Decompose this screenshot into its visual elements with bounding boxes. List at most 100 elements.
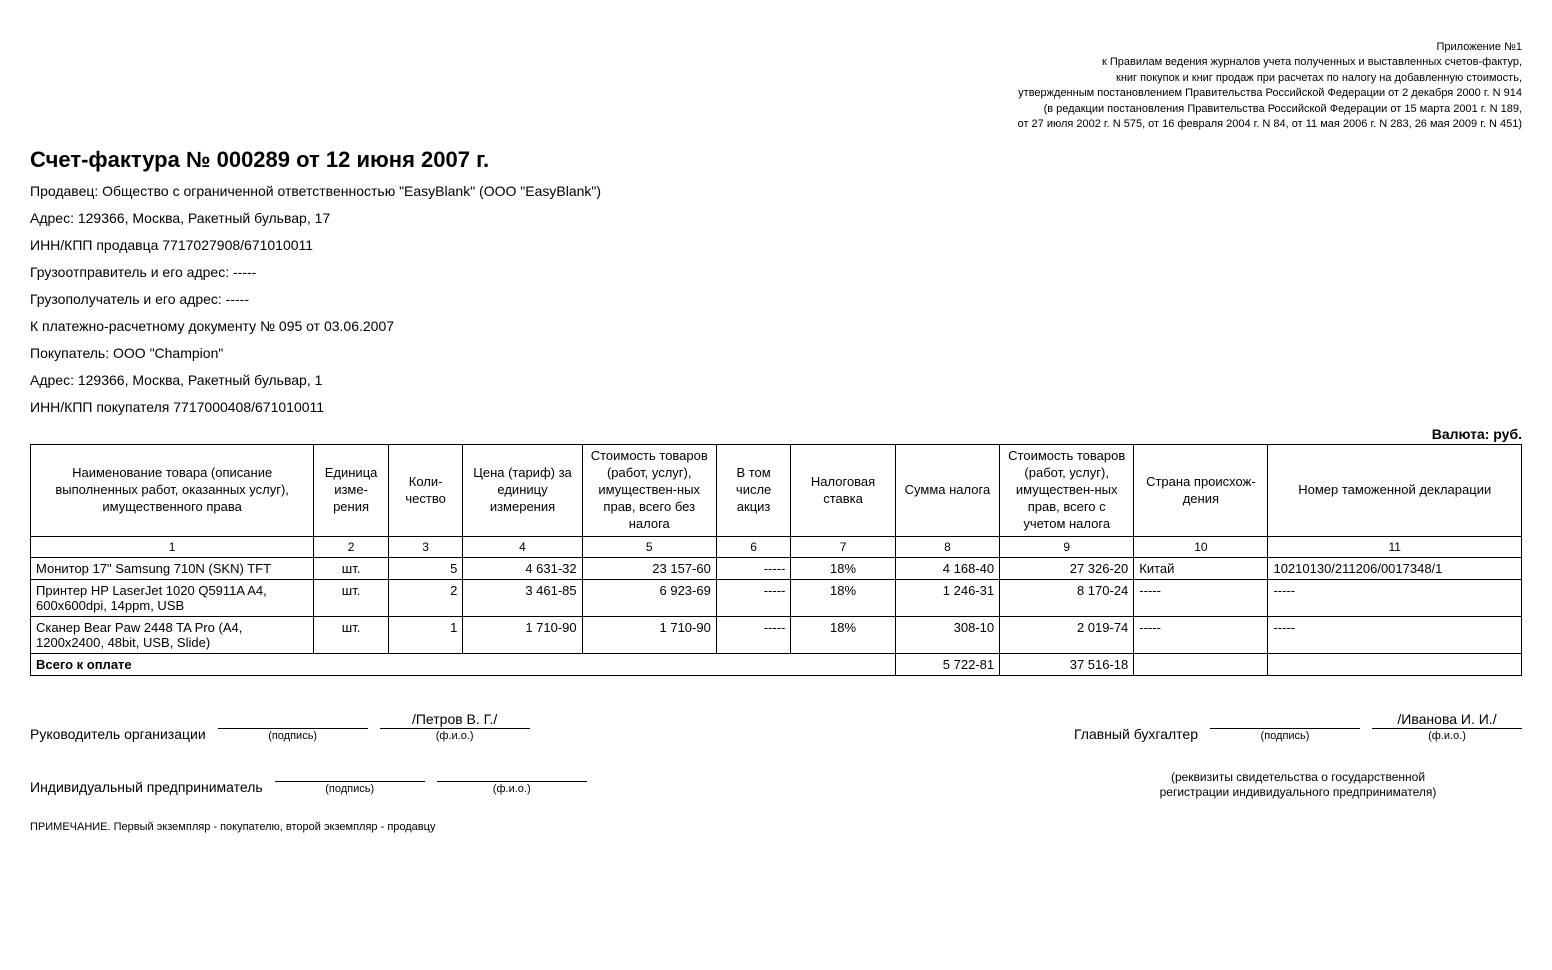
consignor: Грузоотправитель и его адрес: ----- — [30, 262, 1522, 283]
buyer-address: Адрес: 129366, Москва, Ракетный бульвар,… — [30, 370, 1522, 391]
colnum-cell: 8 — [895, 536, 999, 557]
ip-note-line: (реквизиты свидетельства о государственн… — [1074, 770, 1522, 786]
col-header: Стоимость товаров (работ, услуг), имущес… — [582, 445, 716, 536]
table-cell: ----- — [716, 616, 791, 653]
signature-line — [218, 711, 368, 729]
buyer-inn: ИНН/КПП покупателя 7717000408/671010011 — [30, 397, 1522, 418]
signature-sublabel: (ф.и.о.) — [493, 783, 531, 795]
appendix-line: (в редакции постановления Правительства … — [30, 102, 1522, 117]
col-header: Сумма налога — [895, 445, 999, 536]
currency-label: Валюта: руб. — [30, 426, 1522, 442]
table-cell: ----- — [716, 579, 791, 616]
signatures-block: Руководитель организации (подпись) /Петр… — [30, 711, 1522, 801]
appendix-line: утвержденным постановлением Правительств… — [30, 86, 1522, 101]
table-cell: Принтер HP LaserJet 1020 Q5911A A4, 600x… — [31, 579, 314, 616]
appendix-line: от 27 июля 2002 г. N 575, от 16 февраля … — [30, 117, 1522, 132]
document-title: Счет-фактура № 000289 от 12 июня 2007 г. — [30, 147, 1522, 173]
colnum-cell: 5 — [582, 536, 716, 557]
table-cell: 1 — [388, 616, 463, 653]
signature-sublabel: (подпись) — [325, 783, 374, 795]
ip-note-line: регистрации индивидуального предпринимат… — [1074, 785, 1522, 801]
signature-sublabel: (ф.и.о.) — [436, 730, 474, 742]
col-header: Налоговая ставка — [791, 445, 895, 536]
col-header: Стоимость товаров (работ, услуг), имущес… — [1000, 445, 1134, 536]
appendix-block: Приложение №1 к Правилам ведения журнало… — [30, 40, 1522, 132]
table-cell: 2 — [388, 579, 463, 616]
colnum-cell: 3 — [388, 536, 463, 557]
director-label: Руководитель организации — [30, 726, 206, 742]
table-cell: 5 — [388, 557, 463, 579]
accountant-signature: Главный бухгалтер (подпись) /Иванова И. … — [1074, 711, 1522, 742]
ip-signature: Индивидуальный предприниматель (подпись)… — [30, 764, 587, 795]
colnum-cell: 2 — [314, 536, 389, 557]
table-cell: шт. — [314, 616, 389, 653]
table-cell: 3 461-85 — [463, 579, 582, 616]
table-cell: 1 246-31 — [895, 579, 999, 616]
colnum-cell: 9 — [1000, 536, 1134, 557]
table-cell: 6 923-69 — [582, 579, 716, 616]
col-header: Единица изме-рения — [314, 445, 389, 536]
invoice-table: Наименование товара (описание выполненны… — [30, 444, 1522, 675]
table-cell: 18% — [791, 557, 895, 579]
table-cell: 23 157-60 — [582, 557, 716, 579]
accountant-name: /Иванова И. И./ — [1372, 711, 1522, 729]
table-cell: ----- — [1134, 616, 1268, 653]
colnum-cell: 6 — [716, 536, 791, 557]
table-cell: Китай — [1134, 557, 1268, 579]
table-cell: 18% — [791, 616, 895, 653]
accountant-label: Главный бухгалтер — [1074, 726, 1198, 742]
table-cell: 2 019-74 — [1000, 616, 1134, 653]
director-signature: Руководитель организации (подпись) /Петр… — [30, 711, 587, 742]
table-cell: 1 710-90 — [582, 616, 716, 653]
table-row: Монитор 17" Samsung 710N (SKN) TFTшт.54 … — [31, 557, 1522, 579]
table-cell: 308-10 — [895, 616, 999, 653]
colnum-cell: 4 — [463, 536, 582, 557]
payment-doc: К платежно-расчетному документу № 095 от… — [30, 316, 1522, 337]
signature-line — [275, 764, 425, 782]
table-cell: ----- — [1134, 579, 1268, 616]
table-cell: 10210130/211206/0017348/1 — [1268, 557, 1522, 579]
total-with-tax: 37 516-18 — [1000, 653, 1134, 675]
empty-cell — [1134, 653, 1268, 675]
table-cell: Монитор 17" Samsung 710N (SKN) TFT — [31, 557, 314, 579]
table-cell: 4 631-32 — [463, 557, 582, 579]
seller-address: Адрес: 129366, Москва, Ракетный бульвар,… — [30, 208, 1522, 229]
table-cell: ----- — [1268, 616, 1522, 653]
signature-sublabel: (подпись) — [1261, 730, 1310, 742]
col-header: Страна происхож-дения — [1134, 445, 1268, 536]
seller: Продавец: Общество с ограниченной ответс… — [30, 181, 1522, 202]
total-row: Всего к оплате5 722-8137 516-18 — [31, 653, 1522, 675]
seller-inn: ИНН/КПП продавца 7717027908/671010011 — [30, 235, 1522, 256]
signature-sublabel: (ф.и.о.) — [1428, 730, 1466, 742]
signature-sublabel: (подпись) — [268, 730, 317, 742]
col-header: Наименование товара (описание выполненны… — [31, 445, 314, 536]
total-tax: 5 722-81 — [895, 653, 999, 675]
table-cell: 4 168-40 — [895, 557, 999, 579]
buyer: Покупатель: ООО "Champion" — [30, 343, 1522, 364]
colnum-row: 1234567891011 — [31, 536, 1522, 557]
footnote: ПРИМЕЧАНИЕ. Первый экземпляр - покупател… — [30, 821, 1522, 833]
signature-line — [437, 764, 587, 782]
colnum-cell: 10 — [1134, 536, 1268, 557]
colnum-cell: 11 — [1268, 536, 1522, 557]
table-cell: 27 326-20 — [1000, 557, 1134, 579]
total-label: Всего к оплате — [31, 653, 896, 675]
table-row: Принтер HP LaserJet 1020 Q5911A A4, 600x… — [31, 579, 1522, 616]
table-cell: ----- — [1268, 579, 1522, 616]
col-header: Цена (тариф) за единицу измерения — [463, 445, 582, 536]
director-name: /Петров В. Г./ — [380, 711, 530, 729]
table-cell: шт. — [314, 579, 389, 616]
colnum-cell: 1 — [31, 536, 314, 557]
table-cell: 18% — [791, 579, 895, 616]
table-cell: шт. — [314, 557, 389, 579]
table-cell: 1 710-90 — [463, 616, 582, 653]
header-row: Наименование товара (описание выполненны… — [31, 445, 1522, 536]
appendix-line: Приложение №1 — [30, 40, 1522, 55]
consignee: Грузополучатель и его адрес: ----- — [30, 289, 1522, 310]
ip-label: Индивидуальный предприниматель — [30, 779, 263, 795]
appendix-line: к Правилам ведения журналов учета получе… — [30, 55, 1522, 70]
table-cell: Сканер Bear Paw 2448 TA Pro (A4, 1200x24… — [31, 616, 314, 653]
table-cell: 8 170-24 — [1000, 579, 1134, 616]
signature-line — [1210, 711, 1360, 729]
table-row: Сканер Bear Paw 2448 TA Pro (A4, 1200x24… — [31, 616, 1522, 653]
